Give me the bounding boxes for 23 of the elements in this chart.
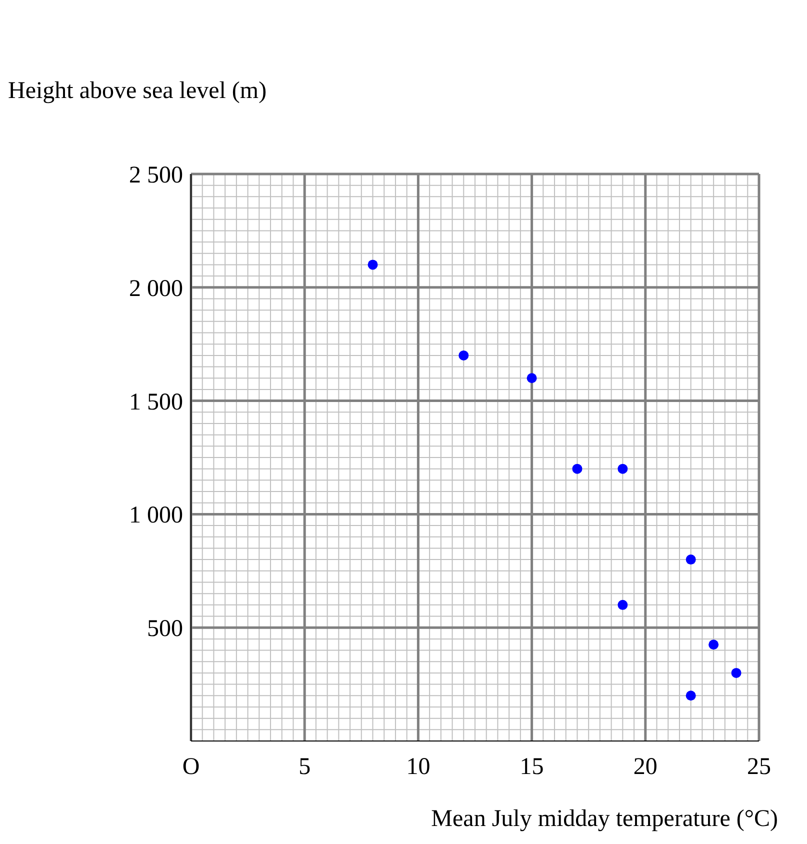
point: [526, 373, 537, 384]
point: [618, 464, 628, 474]
point: [618, 600, 628, 610]
point: [572, 464, 582, 474]
y-axis-title: Height above sea level (m): [8, 78, 267, 105]
y-tick-label: 500: [147, 616, 183, 642]
point: [458, 350, 469, 360]
x-tick-label: 20: [633, 754, 658, 780]
point: [708, 640, 719, 650]
x-tick-label: 25: [747, 754, 771, 780]
point: [686, 554, 696, 565]
x-axis-title: Mean July midday temperature (°C): [431, 806, 778, 833]
y-tick-label: 2 500: [129, 162, 183, 189]
x-tick-label: O: [182, 754, 200, 780]
point: [686, 690, 696, 701]
y-tick-label: 2 000: [129, 276, 183, 302]
x-tick-label: 10: [406, 754, 430, 780]
x-tick-label: 15: [520, 754, 544, 780]
point: [731, 668, 742, 678]
y-tick-label: 1 500: [129, 389, 183, 416]
y-tick-label: 1 000: [129, 502, 183, 529]
point: [368, 260, 378, 270]
x-tick-label: 5: [298, 754, 311, 780]
